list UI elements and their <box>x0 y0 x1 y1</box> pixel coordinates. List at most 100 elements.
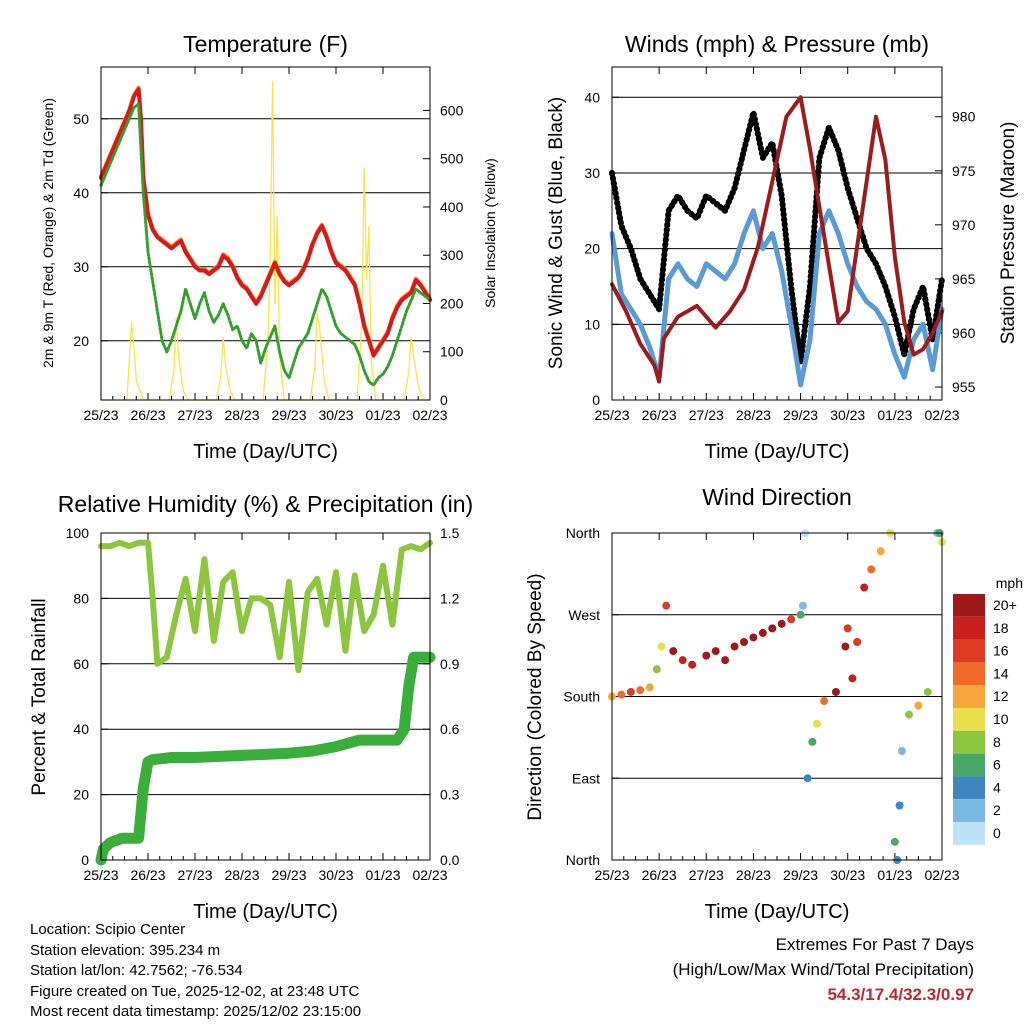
dir-point <box>853 638 862 646</box>
dir-point <box>678 656 687 665</box>
wind-series-sonic <box>609 208 945 388</box>
rh-xtick-label: 02/23 <box>412 867 447 883</box>
station-location: Location: Scipio Center <box>30 921 186 938</box>
colorbar-swatch <box>953 616 985 640</box>
dir-point <box>669 647 678 656</box>
dir-point <box>662 601 671 610</box>
temp-ytick-label: 20 <box>73 333 89 349</box>
dir-point <box>905 710 913 719</box>
temp-y2tick-label: 200 <box>440 295 464 311</box>
dir-point <box>808 737 817 746</box>
colorbar-label: 18 <box>993 620 1009 636</box>
wind-ytick-label: 10 <box>584 316 600 332</box>
wind-ytick-label: 20 <box>584 241 600 257</box>
wind-series-pressure <box>610 95 944 384</box>
colorbar-swatch <box>953 662 985 686</box>
wind-xtick-label: 25/23 <box>594 407 629 423</box>
extremes-title: Extremes For Past 7 Days <box>775 935 974 954</box>
rh-xlabel: Time (Day/UTC) <box>193 901 338 923</box>
rh-ylabel: Percent & Total Rainfall <box>29 598 50 795</box>
extremes-values: 54.3/17.4/32.3/0.97 <box>827 985 974 1004</box>
colorbar-swatch <box>953 730 985 754</box>
colorbar-label: 4 <box>993 779 1001 795</box>
rh-ytick-label: 20 <box>73 787 89 803</box>
temp-series-2m <box>99 87 432 358</box>
colorbar-label: 0 <box>993 825 1001 841</box>
temp-y2tick-label: 100 <box>440 344 464 360</box>
rh-y2tick-label: 1.2 <box>440 590 460 606</box>
dir-point <box>798 601 807 610</box>
colorbar-label: 12 <box>993 688 1009 704</box>
temp-xtick-label: 29/23 <box>271 407 306 423</box>
wind-xtick-label: 29/23 <box>783 407 818 423</box>
dir-xtick-label: 02/23 <box>924 867 959 883</box>
station-latlon: Station lat/lon: 42.7562; -76.534 <box>30 962 243 979</box>
dir-xtick-label: 26/23 <box>642 867 677 883</box>
dir-point <box>820 697 829 706</box>
wind-y2tick-label: 955 <box>952 379 976 395</box>
dir-point <box>876 547 885 556</box>
wind-y2tick-label: 975 <box>952 163 976 179</box>
rh-ytick-label: 60 <box>73 656 89 672</box>
dir-point <box>867 565 876 574</box>
colorbar-label: 20+ <box>993 597 1017 613</box>
wind-xtick-label: 28/23 <box>736 407 771 423</box>
wind-xtick-label: 01/23 <box>877 407 912 423</box>
temp-panel: Temperature (F) 25/23 26/23 27/23 28/23 29/23… <box>40 31 498 463</box>
temp-y2tick-label: 300 <box>440 247 464 263</box>
wind-ytick-label: 0 <box>592 392 600 408</box>
dir-point <box>787 615 796 624</box>
temp-xtick-label: 30/23 <box>318 407 353 423</box>
dir-point <box>702 651 711 660</box>
dir-xtick-label: 25/23 <box>594 867 629 883</box>
recent-timestamp: Most recent data timestamp: 2025/12/02 2… <box>30 1003 362 1020</box>
colorbar-swatch <box>953 776 985 800</box>
dir-ytick-label: North <box>566 852 600 868</box>
rh-series-humidity <box>98 539 433 674</box>
dir-xlabel: Time (Day/UTC) <box>705 901 850 923</box>
dir-point <box>758 628 767 637</box>
colorbar-label: 8 <box>993 734 1001 750</box>
dir-ylabel: Direction (Colored By Speed) <box>525 573 546 820</box>
dir-point <box>860 583 869 592</box>
dir-panel: Wind Direction 25/23 26/23 27/23 28/23 29/23 3… <box>525 484 960 923</box>
dir-point <box>895 801 904 810</box>
station-info: Location: Scipio Center Station elevatio… <box>30 920 361 1023</box>
dir-colorbar: mph 20+ 18 16 14 12 10 8 6 4 2 0 <box>953 575 1023 845</box>
rh-ytick-label: 0 <box>81 852 89 868</box>
colorbar-swatch <box>953 639 985 663</box>
wind-ylabel: Sonic Wind & Gust (Blue, Black) <box>546 97 567 369</box>
extremes-subtitle: (High/Low/Max Wind/Total Precipitation) <box>672 960 974 979</box>
dir-point <box>626 687 635 696</box>
dir-point <box>768 624 777 633</box>
temp-y2tick-label: 600 <box>440 102 464 118</box>
wind-xtick-label: 30/23 <box>830 407 865 423</box>
rh-xtick-label: 27/23 <box>177 867 212 883</box>
dir-point <box>843 624 852 633</box>
dir-ytick-label: South <box>563 689 600 705</box>
dir-point <box>617 690 626 699</box>
dir-point <box>657 642 666 651</box>
dir-point <box>645 683 654 692</box>
rh-xtick-label: 25/23 <box>83 867 118 883</box>
temp-y2tick-label: 400 <box>440 199 464 215</box>
colorbar-label: 16 <box>993 643 1009 659</box>
temp-y2label: Solar Insolation (Yellow) <box>482 158 498 308</box>
wind-xlabel: Time (Day/UTC) <box>705 441 850 463</box>
colorbar-label: 14 <box>993 665 1009 681</box>
dir-point <box>897 747 906 755</box>
colorbar-swatch <box>953 822 985 845</box>
wind-y2tick-label: 960 <box>952 325 976 341</box>
temp-xtick-label: 27/23 <box>177 407 212 423</box>
rh-xtick-label: 30/23 <box>318 867 353 883</box>
temp-ylabel: 2m & 9m T (Red, Orange) & 2m Td (Green) <box>40 98 56 368</box>
rh-xtick-label: 26/23 <box>130 867 165 883</box>
rh-xtick-label: 28/23 <box>224 867 259 883</box>
dir-point <box>711 647 720 656</box>
dir-border <box>611 532 943 861</box>
rh-ytick-label: 100 <box>66 525 90 541</box>
dir-point <box>636 686 645 695</box>
dir-ytick-label: East <box>572 770 600 786</box>
colorbar-title: mph <box>996 575 1023 591</box>
